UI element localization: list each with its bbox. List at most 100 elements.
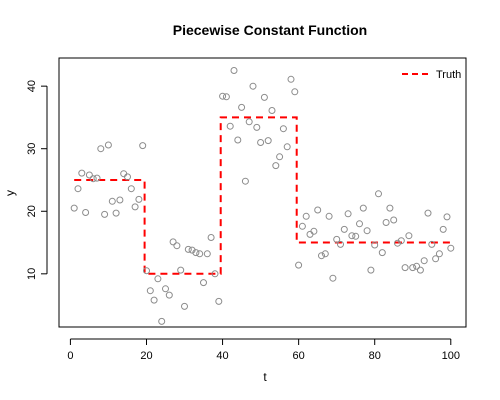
data-point: [379, 250, 385, 256]
data-point: [102, 211, 108, 217]
data-point: [444, 214, 450, 220]
data-point: [345, 211, 351, 217]
data-point: [246, 119, 252, 125]
y-axis: 10 20 30 40: [26, 80, 47, 280]
data-point: [410, 265, 416, 271]
data-point: [376, 191, 382, 197]
data-points: [71, 68, 454, 325]
data-point: [235, 137, 241, 143]
y-tick-label: 30: [26, 143, 38, 155]
data-point: [170, 239, 176, 245]
data-point: [140, 143, 146, 149]
data-point: [383, 220, 389, 226]
data-point: [311, 228, 317, 234]
data-point: [261, 94, 267, 100]
data-point: [201, 280, 207, 286]
data-point: [258, 140, 264, 146]
data-point: [223, 94, 229, 100]
data-point: [128, 186, 134, 192]
data-point: [299, 223, 305, 229]
data-point: [136, 196, 142, 202]
x-tick-label: 60: [293, 350, 305, 362]
data-point: [307, 231, 313, 237]
data-point: [254, 124, 260, 130]
data-point: [166, 292, 172, 298]
data-point: [105, 142, 111, 148]
data-point: [315, 207, 321, 213]
data-point: [326, 213, 332, 219]
data-point: [197, 251, 203, 257]
x-axis: 0 20 40 60 80 100: [67, 339, 460, 362]
y-axis-label: y: [3, 190, 17, 196]
data-point: [86, 172, 92, 178]
data-point: [448, 245, 454, 251]
x-tick-label: 0: [67, 350, 73, 362]
y-tick-label: 40: [26, 80, 38, 92]
data-point: [242, 178, 248, 184]
data-point: [414, 263, 420, 269]
data-point: [353, 233, 359, 239]
legend: Truth: [402, 69, 461, 81]
data-point: [151, 297, 157, 303]
data-point: [75, 186, 81, 192]
data-point: [277, 154, 283, 160]
data-point: [269, 108, 275, 114]
data-point: [436, 251, 442, 257]
data-point: [117, 197, 123, 203]
data-point: [330, 275, 336, 281]
data-point: [216, 298, 222, 304]
plot-frame: [59, 58, 466, 327]
data-point: [265, 138, 271, 144]
data-point: [83, 210, 89, 216]
data-point: [174, 243, 180, 249]
y-tick-label: 20: [26, 205, 38, 217]
x-tick-label: 20: [140, 350, 152, 362]
data-point: [280, 126, 286, 132]
data-point: [357, 221, 363, 227]
data-point: [113, 210, 119, 216]
data-point: [292, 89, 298, 95]
data-point: [296, 262, 302, 268]
data-point: [121, 171, 127, 177]
chart-title: Piecewise Constant Function: [173, 22, 367, 38]
data-point: [406, 233, 412, 239]
data-point: [402, 265, 408, 271]
data-point: [98, 146, 104, 152]
data-point: [425, 210, 431, 216]
data-point: [178, 267, 184, 273]
data-point: [360, 205, 366, 211]
data-point: [204, 251, 210, 257]
x-tick-label: 100: [442, 350, 460, 362]
data-point: [250, 83, 256, 89]
data-point: [147, 288, 153, 294]
data-point: [159, 318, 165, 324]
x-tick-label: 80: [369, 350, 381, 362]
data-point: [303, 213, 309, 219]
legend-truth-label: Truth: [436, 69, 461, 81]
data-point: [341, 226, 347, 232]
data-point: [79, 170, 85, 176]
data-point: [109, 198, 115, 204]
data-point: [391, 217, 397, 223]
data-point: [387, 205, 393, 211]
data-point: [71, 205, 77, 211]
data-point: [163, 286, 169, 292]
x-axis-label: t: [263, 370, 267, 384]
data-point: [227, 123, 233, 129]
x-tick-label: 40: [216, 350, 228, 362]
data-point: [182, 303, 188, 309]
data-point: [288, 76, 294, 82]
data-point: [417, 267, 423, 273]
data-point: [368, 267, 374, 273]
data-point: [284, 144, 290, 150]
data-point: [231, 68, 237, 74]
data-point: [239, 104, 245, 110]
data-point: [155, 276, 161, 282]
data-point: [440, 226, 446, 232]
data-point: [132, 204, 138, 210]
data-point: [421, 258, 427, 264]
data-point: [94, 175, 100, 181]
data-point: [273, 163, 279, 169]
y-tick-label: 10: [26, 268, 38, 280]
